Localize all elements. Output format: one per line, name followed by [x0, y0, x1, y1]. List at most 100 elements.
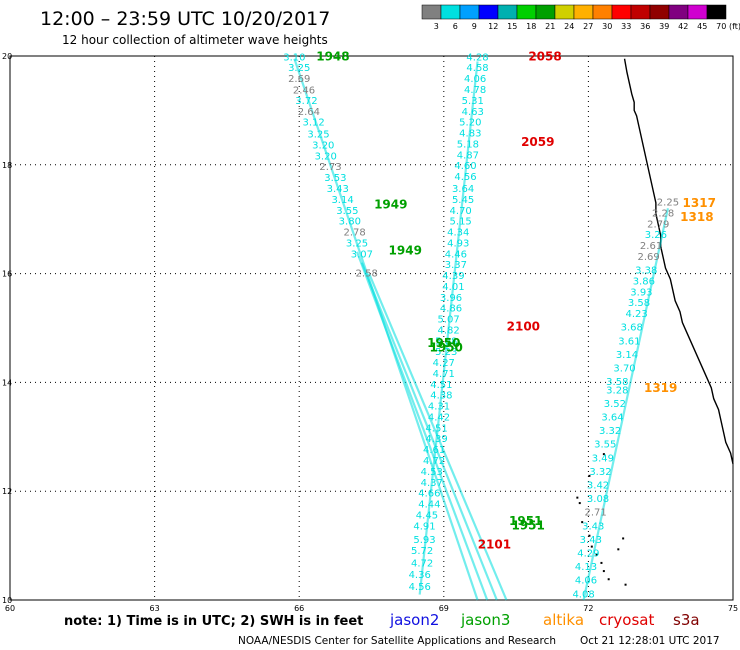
- y-tick-label: 12: [2, 487, 12, 496]
- island-dot: [622, 537, 625, 540]
- swh-label: 4.01: [442, 282, 464, 293]
- island-dot: [588, 534, 591, 537]
- satellite-legend: jason2 jason3 altika cryosat s3a: [389, 611, 700, 629]
- chart-title: 12:00 – 23:59 UTC 10/20/2017: [40, 8, 330, 30]
- footer-credit: NOAA/NESDIS Center for Satellite Applica…: [238, 635, 556, 647]
- colorbar-swatch: [687, 4, 708, 20]
- swh-label: 2.25: [657, 198, 679, 209]
- coastline-path: [623, 58, 734, 465]
- swh-label: 4.44: [418, 500, 440, 511]
- footer: note: 1) Time is in UTC; 2) SWH is in fe…: [64, 611, 720, 647]
- swh-label: 4.70: [450, 206, 472, 217]
- swh-label: 5.93: [413, 535, 435, 546]
- colorbar-tick-label: 9: [472, 22, 477, 31]
- colorbar-swatch: [554, 4, 575, 20]
- colorbar-swatch: [440, 4, 461, 20]
- island-dot: [578, 502, 581, 505]
- swh-label: 3.43: [582, 521, 604, 532]
- colorbar-swatch: [497, 4, 518, 20]
- swh-label: 5.31: [462, 96, 484, 107]
- swh-label: 4.06: [575, 576, 597, 587]
- color-scale-bar: 3 6 9 12 15 18 21 24 27 30 33 36 39 42 45 70 (ft): [421, 4, 740, 31]
- swh-label: 3.58: [606, 377, 628, 388]
- swh-label: 2.78: [343, 228, 365, 239]
- colorbar-swatch: [421, 4, 442, 20]
- swh-label: 5.23: [435, 347, 457, 358]
- colorbar-tick-label: 33: [621, 22, 631, 31]
- swh-label: 5.15: [450, 217, 472, 228]
- pass-time-label: 2100: [507, 320, 540, 334]
- x-tick-label: 72: [583, 604, 593, 613]
- colorbar-tick-label: 18: [526, 22, 536, 31]
- island-dot: [600, 561, 603, 564]
- x-tick-label: 60: [5, 604, 15, 613]
- swh-label: 3.52: [604, 399, 626, 410]
- swh-label: 4.93: [447, 238, 469, 249]
- colorbar-swatch: [573, 4, 594, 20]
- swh-label: 4.28: [466, 52, 488, 63]
- y-tick-label: 10: [2, 596, 12, 605]
- swh-label: 4.87: [457, 150, 479, 161]
- swh-label: 2.61: [640, 241, 662, 252]
- swh-label: 3.08: [587, 494, 609, 505]
- swh-label: 2.28: [652, 208, 674, 219]
- chart-subtitle: 12 hour collection of altimeter wave hei…: [62, 33, 328, 47]
- colorbar-swatch: [706, 4, 727, 20]
- legend-jason2: jason2: [389, 611, 439, 629]
- swh-label: 5.07: [437, 315, 459, 326]
- y-tick-label: 18: [2, 161, 12, 170]
- swh-label: 4.66: [418, 489, 440, 500]
- colorbar-tick-label: 30: [602, 22, 612, 31]
- swh-label: 3.25: [307, 130, 329, 141]
- track-line: [360, 262, 498, 601]
- pass-time-label: 1950: [430, 340, 463, 354]
- colorbar-tick-label: 36: [640, 22, 650, 31]
- colorbar-tick-label: 42: [678, 22, 688, 31]
- swh-label: 3.64: [452, 184, 474, 195]
- swh-label: 4.72: [411, 558, 433, 569]
- swh-label: 3.12: [303, 118, 325, 129]
- swh-label: 4.60: [454, 161, 476, 172]
- track-line: [356, 251, 489, 601]
- swh-label: 4.38: [430, 391, 452, 402]
- swh-label: 2.79: [647, 219, 669, 230]
- swh-label: 4.83: [459, 129, 481, 140]
- island-dot: [607, 578, 610, 581]
- swh-label: 3.14: [331, 195, 353, 206]
- pass-time-label: 1949: [389, 244, 422, 258]
- track-line: [582, 208, 670, 601]
- swh-label: 4.86: [440, 304, 462, 315]
- swh-label: 4.53: [421, 467, 443, 478]
- colorbar-tick-label: 24: [564, 22, 574, 31]
- swh-label: 4.63: [462, 107, 484, 118]
- swh-label: 4.39: [442, 271, 464, 282]
- x-tick-label: 69: [439, 604, 449, 613]
- swh-label: 4.27: [433, 358, 455, 369]
- colorbar-swatch: [459, 4, 480, 20]
- island-dot: [595, 553, 598, 556]
- island-dot: [617, 548, 620, 551]
- swh-label: 4.78: [464, 85, 486, 96]
- swh-label: 3.28: [606, 385, 628, 396]
- track-line: [418, 61, 479, 595]
- pass-time-label: 2059: [521, 135, 554, 149]
- swh-label: 3.07: [351, 249, 373, 260]
- swh-label: 3.96: [440, 293, 462, 304]
- colorbar-tick-label: 45: [697, 22, 707, 31]
- pass-time-labels: 1948194919491950195019511951205820592100…: [316, 49, 716, 551]
- swh-label: 3.25: [346, 238, 368, 249]
- swh-label: 3.61: [618, 336, 640, 347]
- swh-label: 3.53: [324, 173, 346, 184]
- swh-label: 3.93: [630, 287, 652, 298]
- pass-time-label: 2058: [528, 49, 561, 63]
- satellite-tracks: [293, 58, 670, 601]
- wave-height-labels: 3.103.252.692.463.722.643.123.253.203.20…: [283, 52, 679, 600]
- swh-label: 4.61: [423, 445, 445, 456]
- colorbar-tick-label: 12: [488, 22, 498, 31]
- swh-label: 3.43: [580, 535, 602, 546]
- swh-label: 3.25: [288, 63, 310, 74]
- plot-area: 3.103.252.692.463.722.643.123.253.203.20…: [2, 49, 738, 613]
- colorbar-tick-label: 27: [583, 22, 593, 31]
- swh-label: 4.39: [425, 434, 447, 445]
- swh-label: 2.64: [298, 107, 320, 118]
